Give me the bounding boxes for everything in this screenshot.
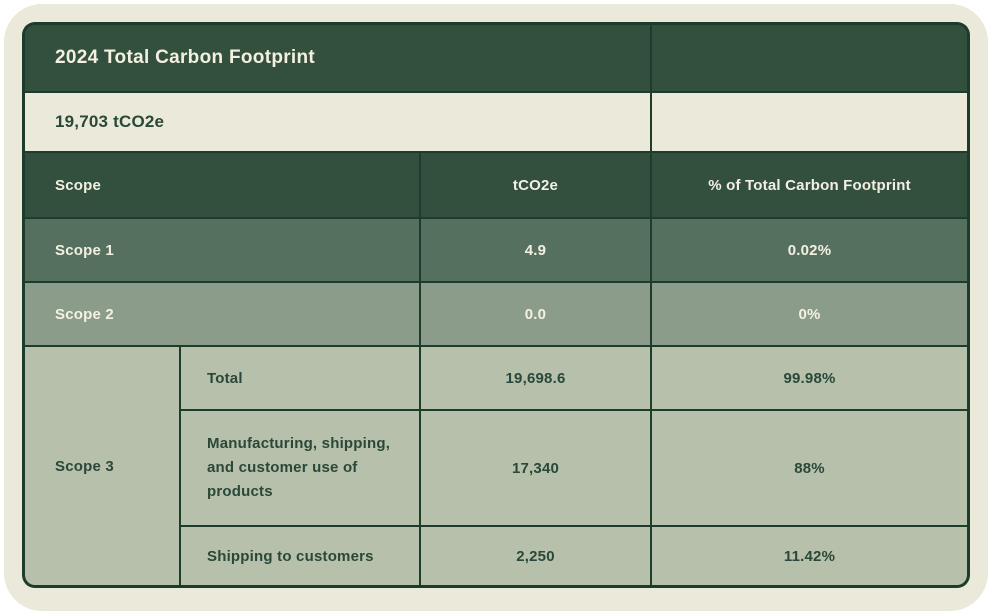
scope1-tco2e-value: 4.9: [524, 241, 547, 259]
scope3-total-label-cell: Total: [181, 347, 419, 409]
scope3-total-percent-value: 99.98%: [783, 369, 836, 387]
carbon-footprint-card: 2024 Total Carbon Footprint 19,703 tCO2e…: [4, 4, 988, 611]
total-footprint-spacer-cell: [652, 93, 967, 151]
scope3-total-label: Total: [207, 369, 243, 387]
column-header-scope-label: Scope: [55, 176, 102, 194]
column-header-percent-label: % of Total Carbon Footprint: [708, 176, 911, 194]
scope1-label: Scope 1: [55, 241, 114, 259]
scope3-total-tco2e-cell: 19,698.6: [421, 347, 650, 409]
column-header-tco2e: tCO2e: [421, 153, 650, 217]
scope3-shipping-tco2e-value: 2,250: [516, 547, 555, 565]
scope3-shipping-label-cell: Shipping to customers: [181, 527, 419, 585]
column-header-tco2e-label: tCO2e: [512, 176, 559, 194]
total-footprint-cell: 19,703 tCO2e: [25, 93, 650, 151]
scope2-percent-value: 0%: [798, 305, 821, 323]
scope3-manufacturing-percent-cell: 88%: [652, 411, 967, 525]
carbon-footprint-table: 2024 Total Carbon Footprint 19,703 tCO2e…: [22, 22, 970, 588]
scope3-manufacturing-label-cell: Manufacturing, shipping, and customer us…: [181, 411, 419, 525]
scope3-shipping-percent-cell: 11.42%: [652, 527, 967, 585]
scope2-label: Scope 2: [55, 305, 114, 323]
table-title-cell: 2024 Total Carbon Footprint: [25, 25, 650, 91]
scope2-tco2e-value: 0.0: [524, 305, 547, 323]
column-header-scope: Scope: [25, 153, 419, 217]
scope3-label: Scope 3: [55, 457, 114, 475]
scope1-tco2e-cell: 4.9: [421, 219, 650, 281]
column-header-percent: % of Total Carbon Footprint: [652, 153, 967, 217]
scope2-percent-cell: 0%: [652, 283, 967, 345]
scope3-manufacturing-tco2e-value: 17,340: [511, 459, 560, 477]
scope3-total-percent-cell: 99.98%: [652, 347, 967, 409]
table-title: 2024 Total Carbon Footprint: [55, 47, 316, 68]
scope2-tco2e-cell: 0.0: [421, 283, 650, 345]
scope3-shipping-label: Shipping to customers: [207, 547, 374, 565]
scope3-shipping-tco2e-cell: 2,250: [421, 527, 650, 585]
scope3-manufacturing-tco2e-cell: 17,340: [421, 411, 650, 525]
scope3-total-tco2e-value: 19,698.6: [505, 369, 566, 387]
scope3-manufacturing-percent-value: 88%: [794, 459, 825, 477]
scope1-label-cell: Scope 1: [25, 219, 419, 281]
scope3-manufacturing-label: Manufacturing, shipping, and customer us…: [207, 435, 391, 500]
scope3-label-cell: Scope 3: [25, 347, 179, 585]
scope1-percent-value: 0.02%: [787, 241, 832, 259]
total-footprint-value: 19,703 tCO2e: [55, 112, 165, 131]
scope3-shipping-percent-value: 11.42%: [783, 547, 836, 565]
scope2-label-cell: Scope 2: [25, 283, 419, 345]
scope1-percent-cell: 0.02%: [652, 219, 967, 281]
table-title-spacer-cell: [652, 25, 967, 91]
